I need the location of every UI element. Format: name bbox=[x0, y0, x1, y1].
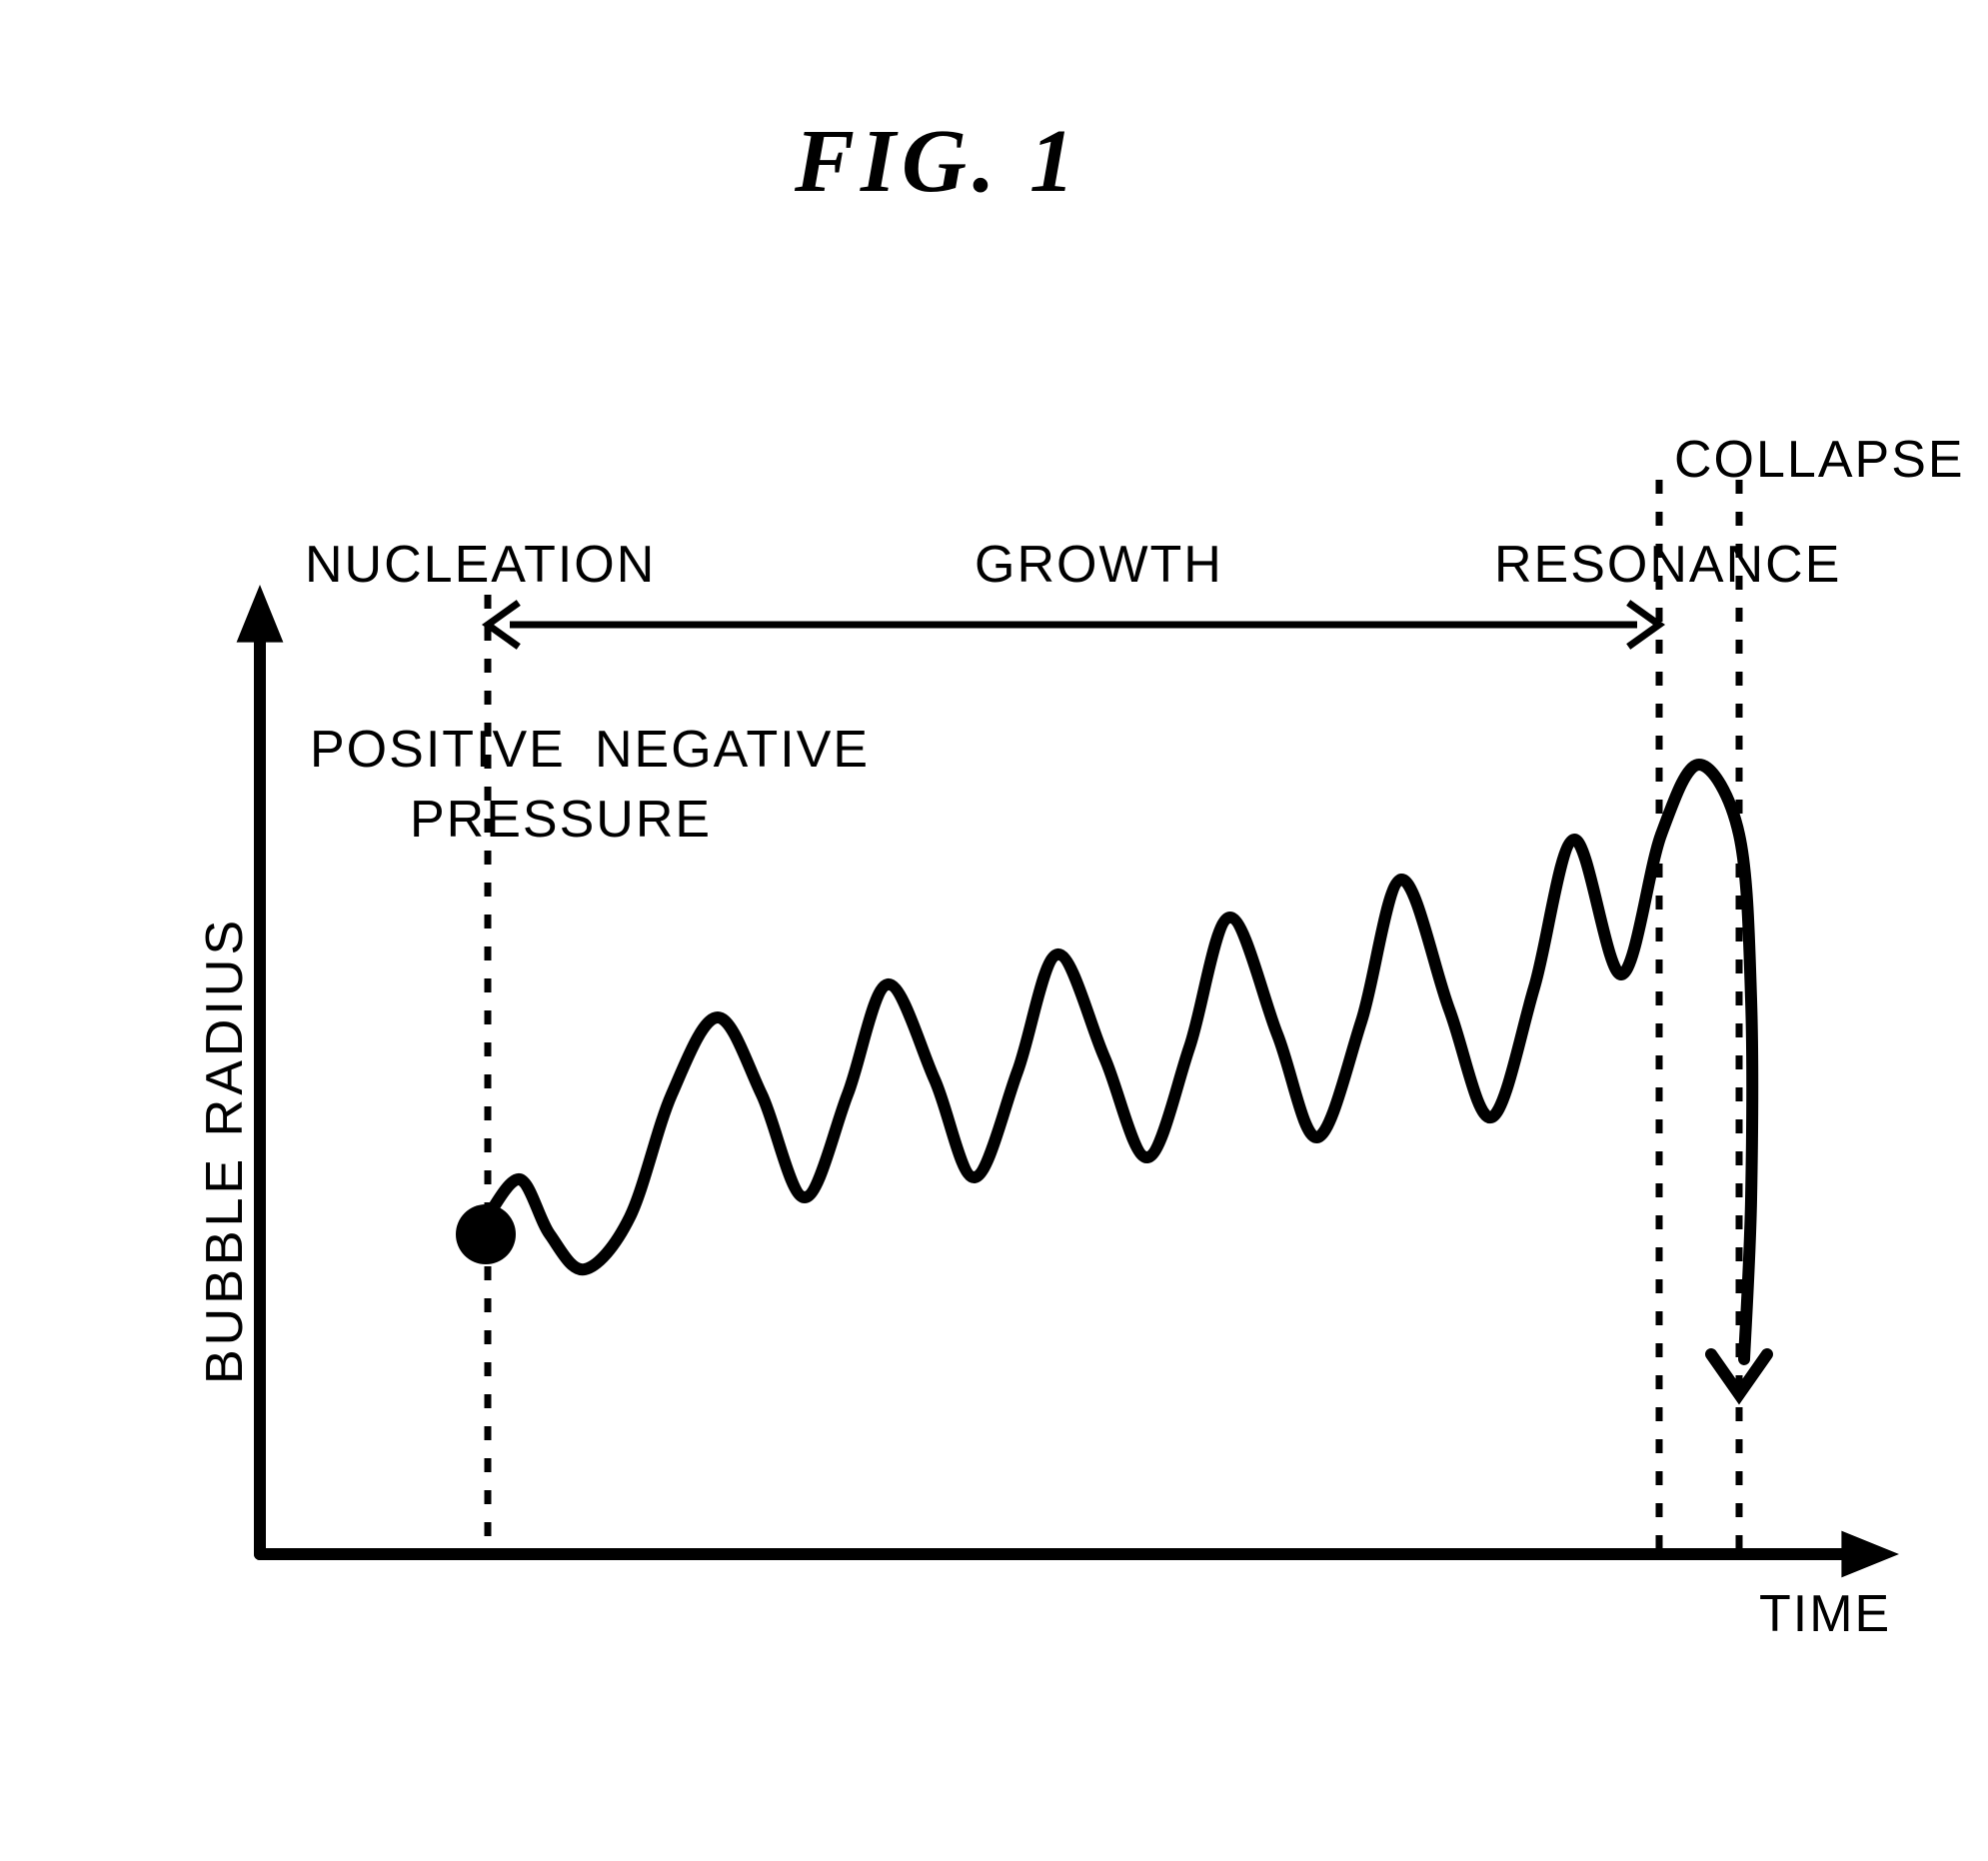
chart-svg bbox=[0, 0, 1988, 1861]
